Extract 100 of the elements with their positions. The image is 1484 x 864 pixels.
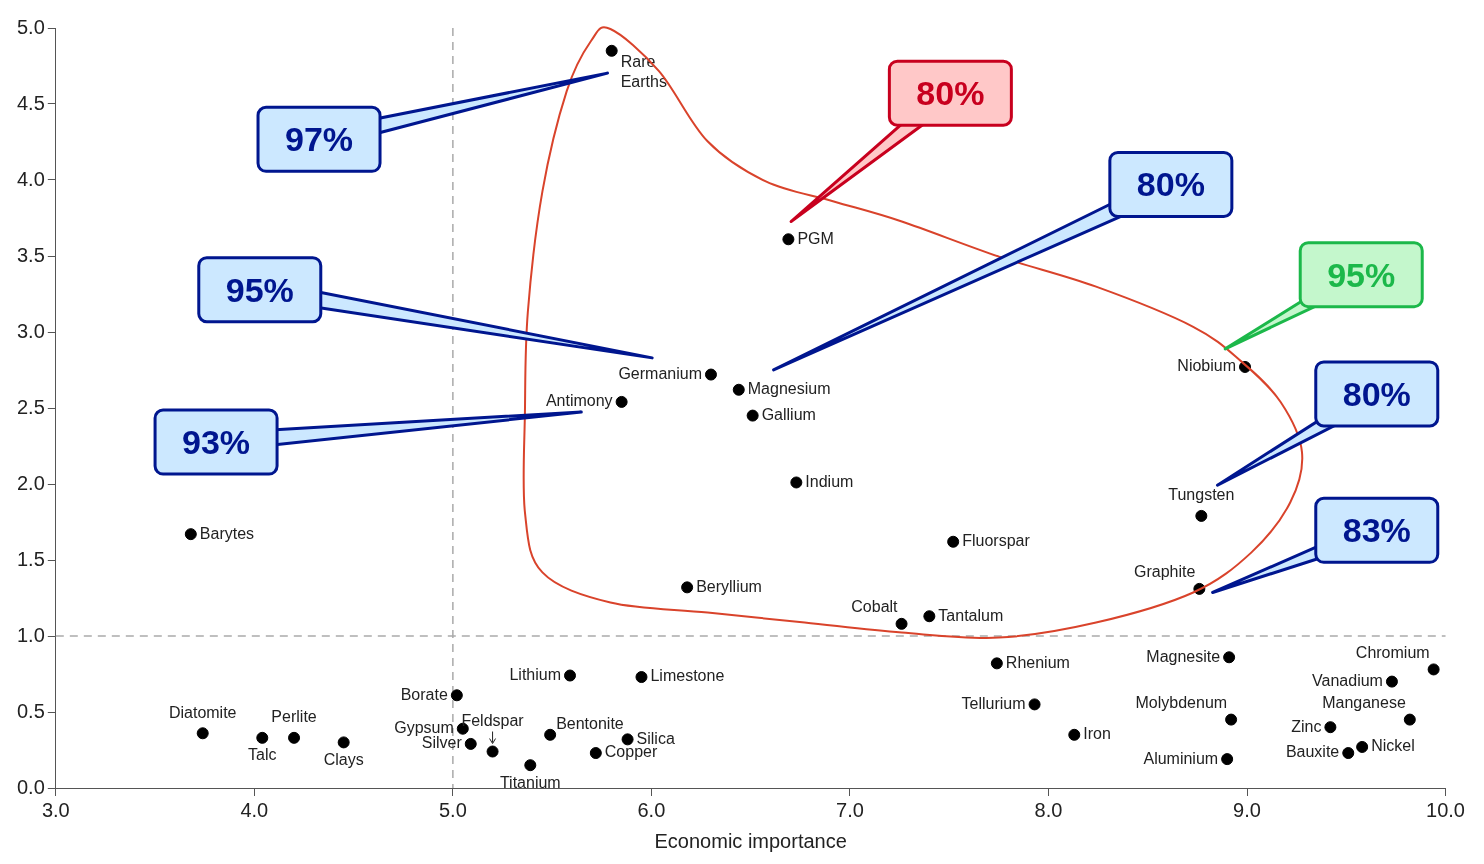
series-label: Cobalt xyxy=(851,598,899,616)
point xyxy=(704,368,717,381)
series-label: Borate xyxy=(400,685,448,703)
series-label: Bauxite xyxy=(1285,743,1340,761)
annotation: 93% xyxy=(182,423,251,462)
point xyxy=(1028,698,1041,711)
series-label: Clays xyxy=(323,750,364,768)
point xyxy=(681,581,694,594)
point xyxy=(990,657,1003,670)
point xyxy=(486,745,499,758)
point xyxy=(1068,728,1081,741)
series-label: Nickel xyxy=(1371,737,1415,755)
point xyxy=(450,689,463,702)
point xyxy=(256,731,269,744)
point xyxy=(923,610,936,623)
annotation: 83% xyxy=(1342,511,1411,550)
annotation: 95% xyxy=(1327,255,1396,294)
x-tick-label: 6.0 xyxy=(637,798,666,821)
series-label: Germanium xyxy=(618,364,702,382)
point xyxy=(1427,663,1440,676)
point xyxy=(464,737,477,750)
point xyxy=(895,617,908,630)
x-tick-label: 3.0 xyxy=(41,798,70,821)
series-label: Talc xyxy=(248,746,277,764)
x-tick-label: 4.0 xyxy=(240,798,269,821)
point xyxy=(1356,740,1369,753)
series-label: Magnesium xyxy=(747,380,831,398)
point xyxy=(782,233,795,246)
point xyxy=(1221,753,1234,766)
y-tick-label: 1.0 xyxy=(16,623,45,646)
series-label: Silver xyxy=(421,734,463,752)
point xyxy=(1225,713,1238,726)
x-tick-label: 9.0 xyxy=(1233,798,1261,821)
point xyxy=(1403,713,1416,726)
series-label: Aluminium xyxy=(1143,749,1219,767)
y-tick-label: 0.5 xyxy=(16,699,45,722)
x-tick-label: 8.0 xyxy=(1034,798,1063,821)
point xyxy=(196,727,209,740)
series-label: Indium xyxy=(805,472,854,490)
y-tick-label: 0.0 xyxy=(16,775,45,798)
series-label: Barytes xyxy=(199,524,255,542)
point xyxy=(1385,675,1398,688)
annotation: 80% xyxy=(916,74,985,113)
y-tick-label: 1.5 xyxy=(16,547,45,570)
series-label: Gypsum xyxy=(394,719,454,737)
point xyxy=(524,759,537,772)
series-label: Zinc xyxy=(1291,717,1322,735)
series-label: Perlite xyxy=(271,708,317,726)
series-label: Niobium xyxy=(1177,357,1237,375)
point xyxy=(1342,747,1355,760)
y-tick-label: 3.5 xyxy=(16,243,45,266)
point xyxy=(564,669,576,682)
series-label: Bentonite xyxy=(556,715,624,733)
series-label: Vanadium xyxy=(1312,672,1383,690)
x-axis-title: Economic importance xyxy=(654,829,847,852)
series-label: Beryllium xyxy=(696,577,762,595)
series-label: Titanium xyxy=(499,773,561,791)
point xyxy=(337,736,350,749)
y-tick-label: 3.0 xyxy=(16,319,45,342)
annotation: 95% xyxy=(225,270,294,309)
point xyxy=(589,747,602,760)
series-label: Magnesite xyxy=(1146,647,1221,665)
series-label: Iron xyxy=(1083,725,1111,743)
point xyxy=(947,535,960,548)
series-label: Manganese xyxy=(1322,694,1406,712)
point xyxy=(184,528,197,541)
series-label: Molybdenum xyxy=(1135,694,1228,712)
y-tick-label: 2.0 xyxy=(16,471,45,494)
point xyxy=(1324,721,1337,734)
series-label: PGM xyxy=(797,229,834,247)
y-tick-label: 2.5 xyxy=(16,395,45,418)
y-tick-label: 5.0 xyxy=(16,15,45,38)
annotation: 80% xyxy=(1136,165,1205,204)
point xyxy=(790,476,803,489)
series-label: Graphite xyxy=(1133,563,1196,581)
series-label: Gallium xyxy=(761,406,816,424)
series-label: Rhenium xyxy=(1005,653,1070,671)
point xyxy=(746,409,759,422)
series-label: Antimony xyxy=(545,392,613,410)
annotation: 80% xyxy=(1342,374,1411,413)
annotation: 97% xyxy=(284,120,354,159)
series-label: Lithium xyxy=(509,665,561,683)
series-label: Tellurium xyxy=(961,694,1026,712)
series-label: Chromium xyxy=(1355,643,1430,661)
y-tick-label: 4.0 xyxy=(16,167,45,190)
point xyxy=(615,395,628,408)
x-tick-label: 10.0 xyxy=(1426,798,1466,821)
point xyxy=(1223,651,1236,664)
point xyxy=(635,671,648,684)
series-label: Diatomite xyxy=(168,703,237,721)
y-tick-label: 4.5 xyxy=(16,91,45,114)
point xyxy=(621,733,634,746)
x-tick-label: 7.0 xyxy=(836,798,864,821)
series-label: Feldspar xyxy=(461,711,525,729)
x-tick-label: 5.0 xyxy=(438,798,467,821)
point xyxy=(732,383,745,396)
point xyxy=(544,728,557,741)
series-label: Tantalum xyxy=(938,606,1004,624)
series-label: Limestone xyxy=(650,667,725,685)
series-label: Fluorspar xyxy=(962,532,1031,550)
